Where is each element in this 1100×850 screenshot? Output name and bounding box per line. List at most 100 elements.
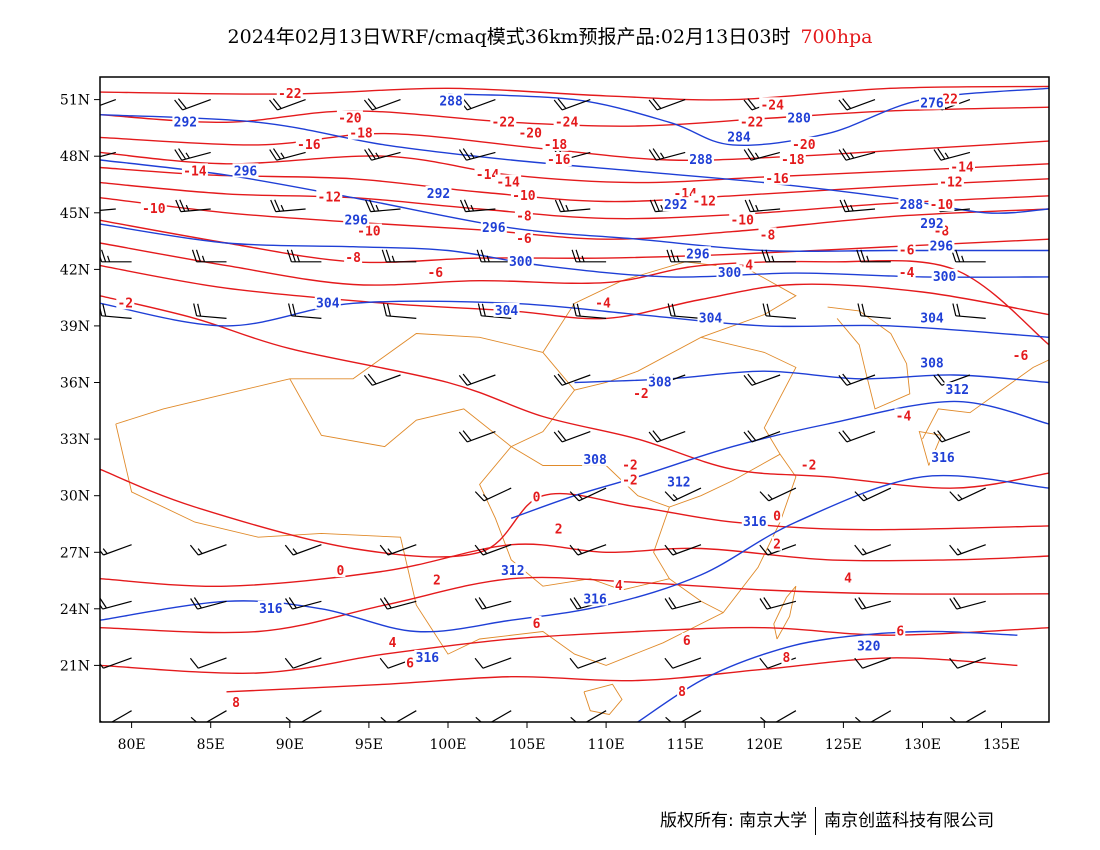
label-backdrop	[474, 167, 501, 182]
height-label: 288	[900, 198, 924, 213]
label-backdrop	[897, 242, 916, 257]
label-backdrop	[140, 201, 167, 215]
wind-barb	[459, 199, 496, 213]
wind-barb	[949, 597, 986, 610]
wind-barb	[664, 597, 702, 610]
height-label: 288	[689, 153, 713, 168]
wind-barb	[744, 199, 781, 213]
height-label: 304	[316, 296, 340, 311]
temperature-label: -12	[692, 195, 715, 210]
height-label: 308	[583, 453, 607, 468]
temperature-isotherm	[100, 626, 1049, 674]
wind-barb	[189, 544, 227, 556]
temperature-label: -10	[357, 225, 381, 240]
temperature-label: 8	[678, 685, 686, 700]
label-backdrop	[405, 655, 415, 670]
label-backdrop	[620, 472, 639, 487]
height-label: 296	[686, 247, 710, 262]
temperature-label: -6	[516, 232, 532, 247]
temperature-label: -18	[544, 138, 568, 153]
wind-barb	[553, 430, 591, 443]
height-label: 296	[344, 213, 368, 228]
wind-barb	[284, 657, 322, 669]
temperature-label: -20	[338, 112, 362, 127]
height-label: 312	[667, 476, 690, 491]
temperature-isotherm	[100, 219, 1049, 264]
temperature-label: -2	[622, 474, 638, 489]
label-backdrop	[631, 385, 650, 400]
map-frame	[99, 76, 1050, 723]
wind-barb	[839, 199, 876, 213]
axes: 80E 85E 90E 95E 100E 105E 110E 115E 120E 125E 130E…	[60, 93, 1020, 753]
wind-barb	[569, 487, 607, 502]
copyright-text: 版权所有: 南京大学	[660, 811, 808, 831]
wind-barb	[477, 303, 512, 319]
wind-barb	[553, 373, 591, 386]
label-backdrop	[531, 615, 542, 630]
label-backdrop	[335, 563, 346, 578]
temperature-isotherm	[100, 181, 1049, 220]
label-backdrop	[344, 250, 363, 265]
wind-barb	[269, 98, 306, 111]
height-label: 296	[930, 240, 954, 255]
height-label: 280	[787, 112, 811, 127]
temperature-label: -18	[349, 127, 373, 142]
height-label: 300	[509, 255, 533, 270]
label-backdrop	[314, 295, 341, 310]
temperature-label: -8	[345, 251, 361, 266]
wind-barb	[284, 597, 322, 610]
temperature-label: -24	[760, 98, 784, 113]
wind-barb	[743, 373, 781, 386]
temperature-label: -2	[622, 459, 638, 474]
wind-barb	[174, 148, 211, 161]
temperature-isotherm	[100, 197, 1049, 240]
height-label: 300	[933, 270, 957, 285]
lon-label: 110E	[588, 737, 625, 753]
temperature-label: -20	[518, 127, 542, 142]
wind-barb	[838, 148, 876, 161]
wind-barbs	[100, 98, 986, 722]
lon-label: 100E	[430, 737, 467, 753]
height-label: 312	[501, 564, 524, 579]
border-layer	[115, 261, 1049, 715]
label-backdrop	[348, 125, 374, 140]
label-backdrop	[759, 97, 786, 112]
temperature-label: -16	[765, 172, 789, 187]
temperature-label: -14	[183, 164, 207, 179]
label-backdrop	[662, 197, 689, 212]
wind-barb	[857, 303, 891, 319]
label-backdrop	[232, 163, 259, 178]
footer: 版权所有: 南京大学 南京创蓝科技有限公司	[660, 806, 994, 836]
wind-barb	[365, 199, 401, 213]
label-backdrop	[691, 193, 718, 208]
label-backdrop	[231, 695, 241, 710]
height-label: 292	[427, 187, 450, 202]
temperature-label: -22	[740, 115, 763, 130]
label-backdrop	[799, 457, 818, 472]
wind-barb	[554, 199, 591, 213]
wind-barb	[363, 373, 401, 386]
label-backdrop	[582, 591, 609, 606]
wind-barb	[458, 373, 496, 386]
height-label: 316	[931, 451, 955, 466]
lat-label: 24N	[60, 602, 90, 618]
wind-barb	[838, 98, 876, 111]
label-backdrop	[493, 302, 520, 317]
label-backdrop	[677, 683, 688, 698]
label-backdrop	[781, 649, 792, 664]
lon-label: 125E	[825, 737, 862, 753]
wind-barb	[379, 544, 417, 556]
temperature-label: -2	[801, 459, 817, 474]
label-backdrop	[772, 508, 782, 523]
label-backdrop	[1011, 348, 1030, 363]
height-label: 296	[482, 221, 506, 236]
height-label: 304	[920, 311, 944, 326]
wind-barb	[284, 544, 322, 556]
label-backdrop	[684, 246, 711, 261]
wind-barb	[474, 487, 512, 502]
label-backdrop	[741, 514, 768, 529]
temperature-label: 8	[782, 651, 790, 666]
lon-label: 130E	[904, 737, 941, 753]
label-backdrop	[542, 136, 569, 151]
label-backdrop	[738, 114, 765, 129]
